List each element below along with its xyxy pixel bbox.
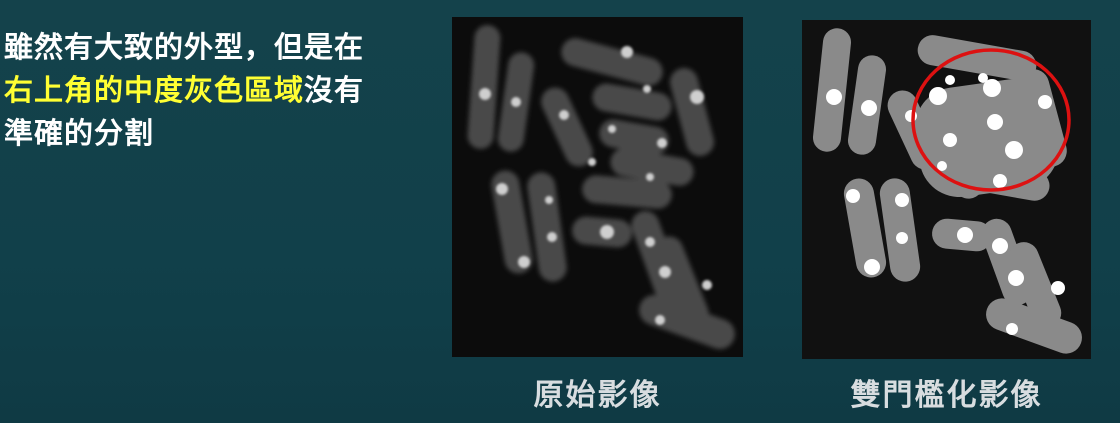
original-image-caption: 原始影像 xyxy=(533,378,662,413)
description-highlight: 右上角的中度灰色區域 xyxy=(4,73,305,107)
description-line-3: 準確的分割 xyxy=(4,116,155,150)
highlight-circle xyxy=(911,48,1071,192)
binary-image xyxy=(802,20,1091,359)
description-line-1: 雖然有大致的外型，但是在 xyxy=(4,30,365,64)
original-image-graphic xyxy=(452,17,743,357)
description-line-2-rest: 沒有 xyxy=(304,73,365,107)
binary-image-graphic xyxy=(802,20,1091,359)
original-image xyxy=(452,17,743,357)
description-text: 雖然有大致的外型，但是在 右上角的中度灰色區域沒有 準確的分割 xyxy=(4,26,434,155)
description-line-2: 右上角的中度灰色區域沒有 xyxy=(4,69,434,112)
binary-image-caption: 雙門檻化影像 xyxy=(850,378,1043,413)
